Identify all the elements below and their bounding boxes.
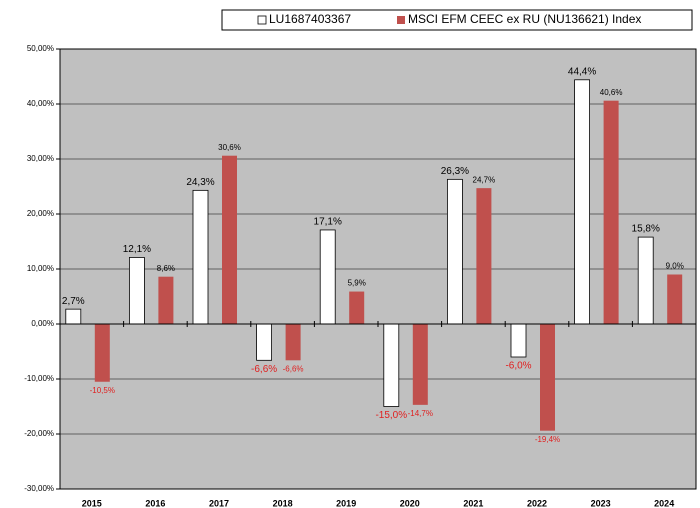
bar (383, 323, 400, 407)
data-label: 15,8% (632, 224, 660, 235)
bar (256, 323, 273, 361)
y-tick-label: 10,00% (27, 264, 54, 273)
data-label: -10,5% (90, 386, 115, 395)
x-tick-label: 2015 (82, 498, 102, 508)
x-tick-label: 2023 (591, 498, 611, 508)
data-label: -6,6% (283, 364, 304, 373)
y-tick-label: 40,00% (27, 99, 54, 108)
x-tick-label: 2022 (527, 498, 547, 508)
y-tick-label: 50,00% (27, 44, 54, 53)
data-label: 9,0% (666, 262, 684, 271)
x-tick-label: 2019 (336, 498, 356, 508)
bar (94, 324, 110, 382)
x-tick-label: 2018 (273, 498, 293, 508)
data-label: 5,9% (348, 279, 366, 288)
bar (446, 178, 463, 325)
legend-label: LU1687403367 (269, 12, 351, 26)
data-label: 44,4% (568, 66, 596, 77)
y-tick-label: 30,00% (27, 154, 54, 163)
data-label: 8,6% (157, 264, 175, 273)
bar (476, 188, 492, 324)
legend-label: MSCI EFM CEEC ex RU (NU136621) Index (408, 12, 641, 26)
x-tick-label: 2021 (463, 498, 483, 508)
y-tick-label: -30,00% (24, 484, 54, 493)
data-label: -15,0% (375, 410, 407, 421)
bar (349, 291, 365, 324)
y-tick-label: 20,00% (27, 209, 54, 218)
bar (222, 155, 237, 324)
data-label: 12,1% (123, 244, 151, 255)
bar (667, 274, 683, 324)
data-label: -6,0% (505, 361, 531, 372)
y-tick-label: 0,00% (31, 319, 54, 328)
plot-border (59, 48, 697, 490)
x-tick-label: 2020 (400, 498, 420, 508)
y-tick-label: -20,00% (24, 429, 54, 438)
y-tick-label: -10,00% (24, 374, 54, 383)
data-label: 17,1% (314, 217, 342, 228)
data-label: -19,4% (535, 435, 560, 444)
bar (128, 257, 145, 325)
bar (158, 276, 174, 324)
bar (192, 189, 209, 325)
data-label: 30,6% (218, 143, 241, 152)
data-label: -14,7% (408, 409, 433, 418)
bar (574, 79, 590, 325)
bar (285, 324, 301, 361)
legend-swatch (257, 15, 267, 25)
data-label: 24,3% (186, 177, 214, 188)
data-label: 2,7% (62, 296, 85, 307)
bar (603, 100, 619, 324)
bar (540, 324, 555, 431)
bar (412, 324, 428, 405)
data-label: 24,7% (473, 175, 496, 184)
legend-box (221, 9, 693, 31)
data-label: 40,6% (600, 88, 623, 97)
bar (637, 236, 654, 325)
bar (319, 229, 336, 325)
x-tick-label: 2016 (145, 498, 165, 508)
x-tick-label: 2024 (654, 498, 674, 508)
data-label: 26,3% (441, 166, 469, 177)
x-tick-label: 2017 (209, 498, 229, 508)
bar (510, 323, 527, 358)
legend-swatch (397, 16, 405, 24)
data-label: -6,6% (251, 364, 277, 375)
bar (65, 308, 82, 325)
